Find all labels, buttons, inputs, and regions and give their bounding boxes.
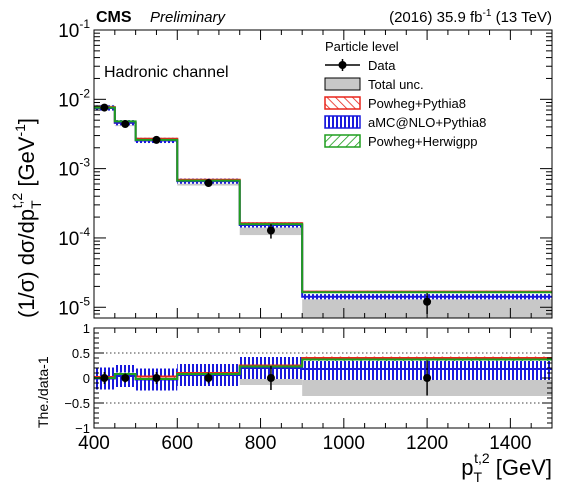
ratio-data-points	[100, 360, 432, 396]
legend: Particle level Data Total unc. Powheg+Pythi…	[324, 39, 486, 149]
main-powheg_pythia8-line	[94, 106, 552, 293]
ratio-xtick-label-3: 1000	[323, 433, 365, 454]
ratio-xtick-label-5: 1400	[489, 433, 531, 454]
legend-label-powheg_pythia8: Powheg+Pythia8	[368, 96, 466, 111]
ratio-powheg_herwigpp-line	[94, 358, 552, 380]
main-ytick-label-3: 10-2	[58, 86, 90, 111]
legend-label-data: Data	[368, 58, 396, 73]
ratio-lines	[94, 357, 552, 381]
main-data-point-0	[100, 103, 109, 112]
legend-powheg_pythia8-swatch	[324, 96, 361, 110]
main-data-points	[100, 103, 432, 314]
main-data-point-2	[152, 135, 161, 144]
legend-total-unc-swatch	[324, 77, 361, 91]
ratio-xtick-label-1: 600	[161, 433, 193, 454]
annotation-label: Hadronic channel	[104, 64, 229, 81]
ratio-ytick-label-3: 0.5	[72, 346, 90, 361]
main-data-point-5	[423, 297, 432, 306]
main-powheg_herwigpp-line	[94, 106, 552, 294]
main-ytick-label-4: 10-1	[58, 17, 90, 42]
ratio-data-point-0	[100, 374, 109, 382]
ratio-data-point-5	[423, 374, 432, 382]
legend-amcnlo_pythia8-swatch	[324, 115, 361, 129]
x-axis-title: pTt,2 [GeV]	[461, 450, 552, 485]
main-lines	[94, 106, 552, 298]
ratio-data-point-2	[152, 374, 161, 382]
ratio-data-point-1	[121, 374, 130, 382]
ratio-xtick-label-0: 400	[78, 433, 110, 454]
legend-label-powheg_herwigpp: Powheg+Herwigpp	[368, 134, 477, 149]
ratio-data-point-4	[266, 374, 275, 382]
ratio-data-point-3	[204, 374, 213, 382]
main-ytick-label-1: 10-4	[58, 225, 90, 250]
experiment-label: CMS	[96, 9, 132, 26]
ratio-ytick-label-0: −1	[75, 421, 90, 436]
ratio-ytick-label-4: 1	[83, 321, 90, 336]
ratio-ytick-label-1: −0.5	[64, 396, 90, 411]
ratio-xtick-label-2: 800	[245, 433, 277, 454]
legend-title: Particle level	[325, 39, 399, 54]
ratio-axis-ticks: 400 600 800 1000 1200 1400 −1 −0.5 0 0.5 1	[64, 321, 553, 454]
ratio-grid	[94, 352, 552, 404]
ratio-y-axis-title: The./data-1	[35, 356, 51, 428]
main-panel: 10-5 10-4 10-3 10-2 10-1 Hadronic channel Pa…	[58, 17, 553, 319]
ratio-xtick-label-4: 1200	[406, 433, 448, 454]
legend-label-total_unc: Total unc.	[368, 77, 424, 92]
main-y-axis-title: (1/σ) dσ/dpTt,2 [GeV-1]	[9, 118, 44, 318]
legend-powheg_herwigpp-swatch	[324, 134, 361, 148]
main-ytick-label-2: 10-3	[58, 156, 90, 181]
lumi-label: (2016) 35.9 fb-1 (13 TeV)	[389, 8, 552, 26]
main-ytick-label-0: 10-5	[58, 294, 90, 319]
legend-label-amcnlo_pythia8: aMC@NLO+Pythia8	[368, 115, 486, 130]
main-amcnlo_pythia8-line	[94, 106, 552, 298]
main-data-point-1	[121, 120, 130, 129]
ratio-panel: 400 600 800 1000 1200 1400 −1 −0.5 0 0.5 1	[64, 321, 553, 454]
legend-data-marker	[338, 61, 347, 69]
status-label: Preliminary	[150, 9, 227, 26]
main-axis-ticks: 10-5 10-4 10-3 10-2 10-1	[58, 17, 553, 319]
ratio-ytick-label-2: 0	[83, 371, 90, 386]
main-bands	[94, 104, 552, 318]
main-data-point-3	[204, 179, 213, 188]
main-data-point-4	[266, 226, 275, 235]
